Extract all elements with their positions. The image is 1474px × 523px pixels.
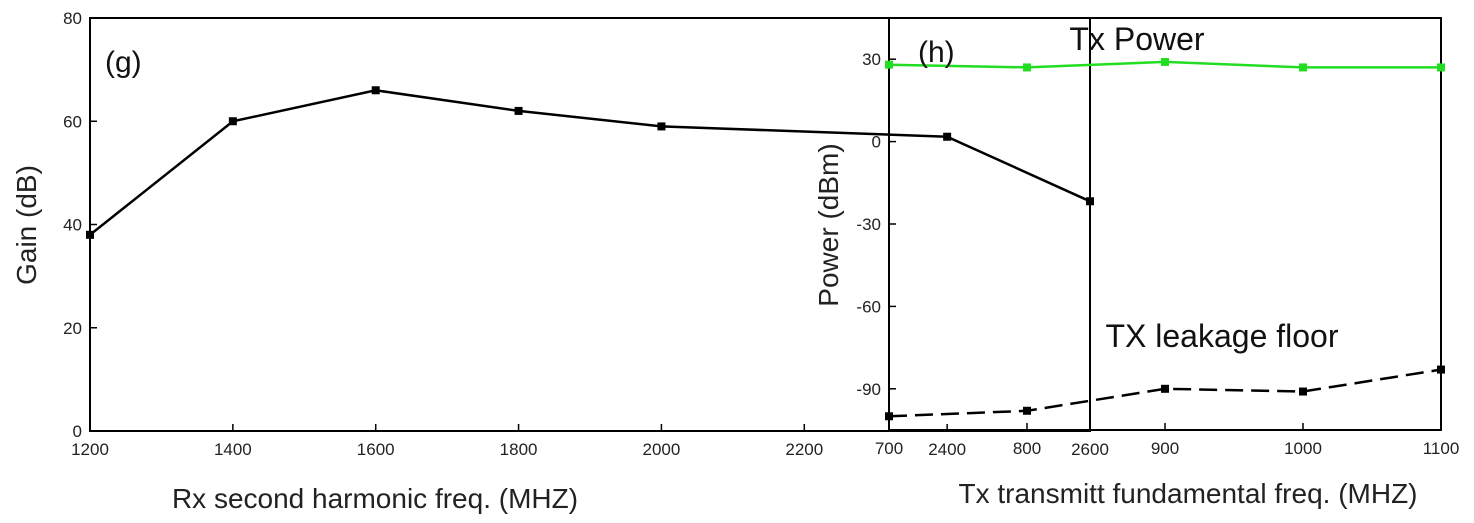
x-tick-label: 2000 [643, 440, 681, 459]
x-tick-label: 1100 [1423, 439, 1460, 458]
data-point [228, 117, 237, 126]
series-g [86, 86, 1094, 239]
y-tick-label: 80 [63, 9, 82, 28]
y-ticks-g: 0 20 40 60 80 [63, 9, 97, 441]
data-point [1299, 387, 1307, 396]
x-tick-label: 900 [1151, 439, 1179, 458]
x-tick-label: 2200 [785, 440, 823, 459]
x-tick-label: 1600 [357, 440, 395, 459]
x-tick-label: 2600 [1071, 440, 1109, 459]
y-tick-label: 30 [862, 50, 881, 69]
data-point [1161, 57, 1169, 66]
annotation-tx-power: Tx Power [1069, 21, 1204, 57]
data-point [1437, 63, 1445, 72]
data-point [1299, 63, 1307, 72]
x-tick-label: 800 [1013, 439, 1041, 458]
x-axis-label-h: Tx transmitt fundamental freq. (MHZ) [958, 478, 1417, 509]
data-point [1023, 63, 1031, 72]
data-point [1161, 384, 1169, 393]
y-tick-label: -90 [856, 380, 881, 399]
y-tick-label: 0 [73, 422, 82, 441]
plot-frame-g [89, 17, 1091, 432]
x-axis-label-g: Rx second harmonic freq. (MHZ) [172, 483, 578, 514]
chart-panel-h: 700 800 900 1000 1100 -90 -60 -30 0 30 (h) Tx Po… [813, 17, 1459, 509]
data-point [657, 122, 666, 131]
plot-frame-h [888, 17, 1442, 431]
y-tick-label: 0 [872, 133, 881, 152]
y-tick-label: 20 [63, 319, 82, 338]
y-tick-label: -30 [856, 215, 881, 234]
series-line [89, 89, 1091, 236]
data-point [1437, 365, 1445, 374]
x-tick-label: 700 [875, 439, 903, 458]
data-point [514, 106, 523, 115]
x-tick-label: 1000 [1284, 439, 1322, 458]
y-axis-label-h: Power (dBm) [813, 143, 844, 306]
data-point [885, 60, 893, 69]
y-axis-label-g: Gain (dB) [11, 165, 42, 285]
series-line [888, 368, 1442, 418]
data-point [86, 230, 94, 239]
data-point [371, 86, 380, 95]
x-tick-label: 1200 [71, 440, 109, 459]
panel-label-g: (g) [105, 46, 142, 79]
series-h [885, 57, 1445, 421]
x-ticks-g: 1200 1400 1600 1800 2000 2200 2400 2600 [71, 424, 1109, 459]
x-ticks-h: 700 800 900 1000 1100 [875, 423, 1459, 458]
y-tick-label: 40 [63, 216, 82, 235]
y-tick-label: -60 [856, 297, 881, 316]
panel-label-h: (h) [918, 36, 955, 69]
x-tick-label: 2400 [928, 440, 966, 459]
x-tick-label: 1800 [500, 440, 538, 459]
y-ticks-h: -90 -60 -30 0 30 [856, 50, 896, 399]
data-point [1086, 197, 1094, 206]
y-tick-label: 60 [63, 112, 82, 131]
data-point [885, 412, 893, 421]
data-point [1023, 406, 1031, 415]
chart-panel-g: 1200 1400 1600 1800 2000 2200 2400 2600 0 20 40 60… [11, 9, 1109, 514]
annotation-tx-leakage-floor: TX leakage floor [1105, 318, 1338, 354]
data-point [943, 132, 952, 141]
x-tick-label: 1400 [214, 440, 252, 459]
